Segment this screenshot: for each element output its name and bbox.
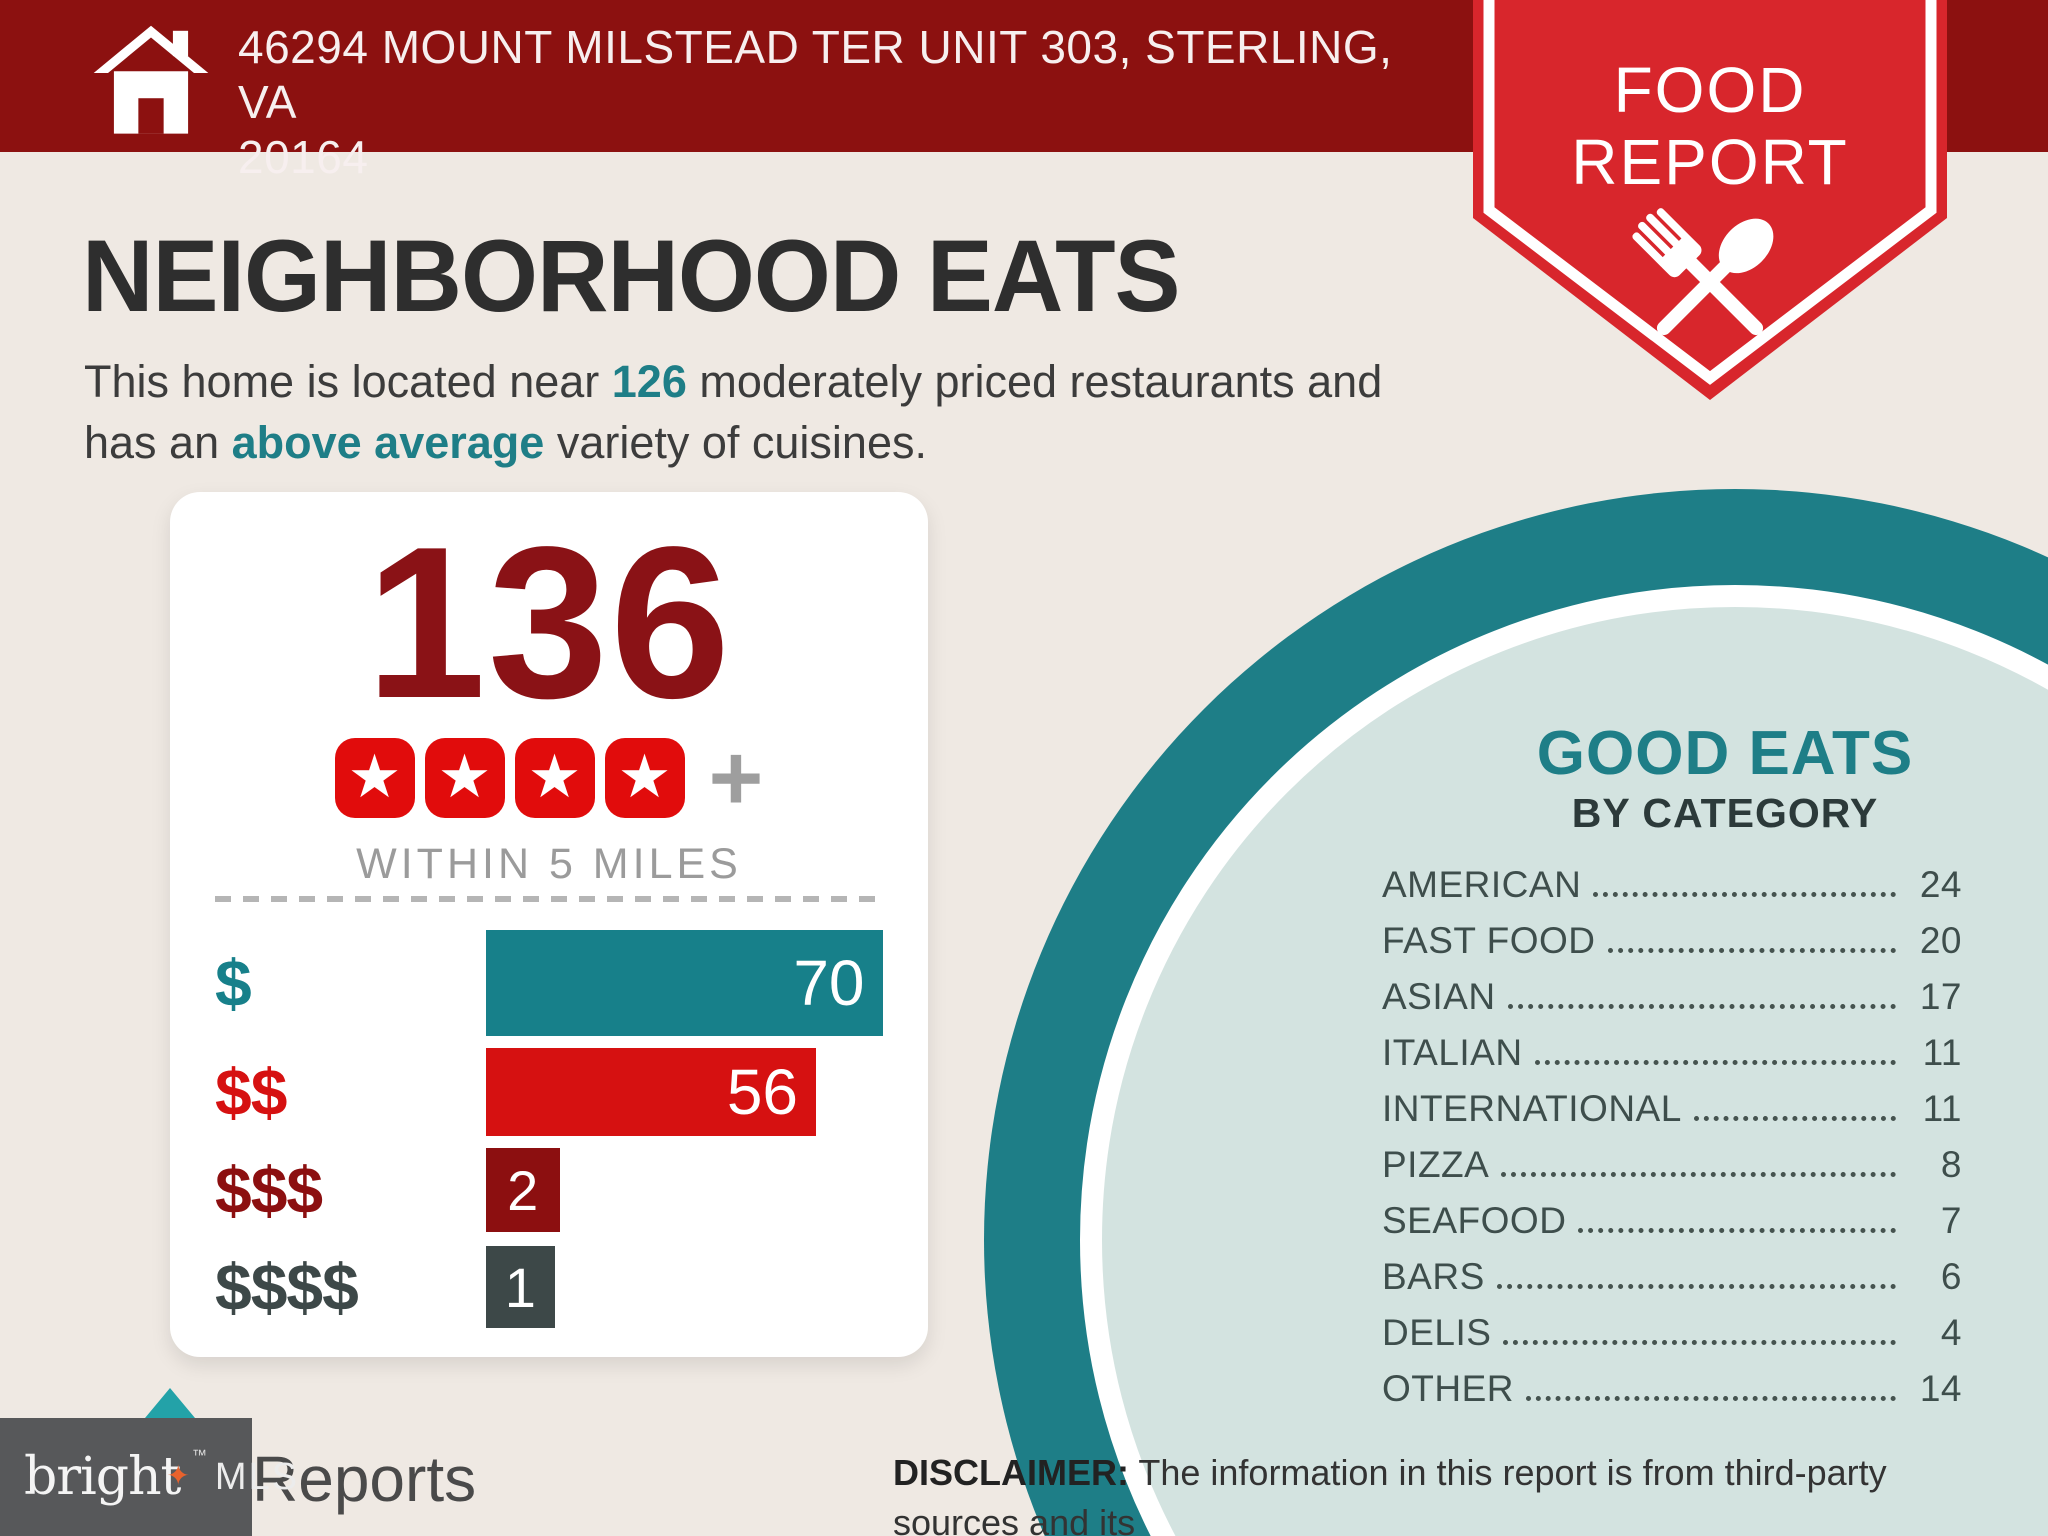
category-label: SEAFOOD: [1382, 1200, 1567, 1241]
category-value: 24: [1919, 864, 1962, 905]
radius-label: WITHIN 5 MILES: [356, 840, 742, 888]
category-label: FAST FOOD: [1382, 920, 1596, 961]
restaurant-count-highlight: 126: [611, 356, 687, 407]
category-value: 14: [1919, 1368, 1962, 1409]
category-label: PIZZA: [1382, 1144, 1490, 1185]
category-value: 11: [1922, 1088, 1962, 1129]
intro-line-1: This home is located near 126 moderately…: [84, 352, 1444, 413]
list-item: AMERICAN 24: [1382, 864, 1962, 920]
bar-row: $$$$ 1: [215, 1246, 885, 1328]
price-tier-label: $$$: [215, 1153, 323, 1227]
disclaimer-line-1: The information in this report is from t…: [893, 1452, 1887, 1536]
plus-icon: +: [708, 725, 764, 830]
bar-value: 56: [726, 1056, 798, 1128]
food-report-badge: FOOD REPORT: [1473, 0, 1947, 400]
category-value: 6: [1940, 1256, 1962, 1297]
star-rating: ★ ★ ★ ★ +: [170, 725, 928, 830]
list-item: ITALIAN 11: [1382, 1032, 1962, 1088]
trademark-symbol: ™: [191, 1446, 207, 1464]
bar-value: 2: [507, 1158, 539, 1222]
list-item: FAST FOOD 20: [1382, 920, 1962, 976]
list-item: DELIS 4: [1382, 1312, 1962, 1368]
dotted-leader: [1578, 1228, 1896, 1233]
address-line-2: 20164: [238, 131, 369, 184]
badge-line-1: FOOD: [1614, 54, 1807, 126]
bar: 70: [486, 930, 883, 1036]
intro-text: This home is located near 126 moderately…: [84, 352, 1444, 474]
address-line-1: 46294 MOUNT MILSTEAD TER UNIT 303, STERL…: [238, 21, 1393, 129]
dotted-leader: [1507, 1004, 1896, 1009]
dotted-leader: [1607, 948, 1896, 953]
page-title: NEIGHBORHOOD EATS: [82, 219, 1181, 333]
category-value: 17: [1919, 976, 1962, 1017]
list-item: INTERNATIONAL 11: [1382, 1088, 1962, 1144]
category-label: BARS: [1382, 1256, 1485, 1297]
star-icon: ★: [334, 738, 415, 818]
category-value: 20: [1919, 920, 1962, 961]
disclaimer-label: DISCLAIMER:: [893, 1452, 1129, 1493]
restaurant-summary-card: 136 ★ ★ ★ ★ + WITHIN 5 MILES $ 70 $$ 56 …: [170, 492, 928, 1357]
good-eats-subtitle: BY CATEGORY: [1571, 790, 1879, 836]
dotted-leader: [1593, 892, 1896, 897]
category-label: DELIS: [1382, 1312, 1492, 1353]
spoon-fork-icon: [1632, 208, 1774, 336]
reports-logo-text: Reports: [252, 1443, 477, 1515]
category-label: ASIAN: [1382, 976, 1496, 1017]
list-item: PIZZA 8: [1382, 1144, 1962, 1200]
price-tier-label: $$$$: [215, 1250, 359, 1324]
badge-line-2: REPORT: [1571, 126, 1849, 198]
price-tier-bar-chart: $ 70 $$ 56 $$$ 2 $$$$ 1: [215, 930, 885, 1328]
bar: 2: [486, 1148, 560, 1232]
mls-wordmark: MLS: [214, 1455, 300, 1498]
dotted-leader: [1693, 1116, 1896, 1121]
intro-text-segment: has an: [84, 416, 232, 468]
price-tier-label: $: [215, 946, 252, 1020]
category-value: 11: [1922, 1032, 1962, 1073]
bar-value: 70: [793, 947, 865, 1019]
category-value: 4: [1940, 1312, 1962, 1353]
category-label: ITALIAN: [1382, 1032, 1523, 1073]
bar-row: $$$ 2: [215, 1148, 885, 1232]
bright-mls-wordmark: bright: [24, 1447, 181, 1507]
bar-row: $$ 56: [215, 1048, 885, 1136]
dotted-leader: [1496, 1284, 1896, 1289]
list-item: SEAFOOD 7: [1382, 1200, 1962, 1256]
dotted-leader: [1503, 1340, 1896, 1345]
dotted-leader: [1501, 1172, 1896, 1177]
star-icon: ★: [514, 738, 595, 818]
list-item: ASIAN 17: [1382, 976, 1962, 1032]
bar-row: $ 70: [215, 930, 885, 1036]
dotted-leader: [1526, 1396, 1896, 1401]
bright-mls-watermark: bright ✦ ™ MLS: [0, 1418, 297, 1536]
variety-highlight: above average: [231, 416, 545, 468]
bar: 56: [486, 1048, 816, 1136]
intro-text-segment: This home is located near: [84, 356, 612, 407]
property-address: 46294 MOUNT MILSTEAD TER UNIT 303, STERL…: [238, 20, 1418, 186]
dashed-divider: [215, 896, 883, 902]
sparkle-icon: ✦: [166, 1459, 190, 1491]
star-icon: ★: [604, 738, 685, 818]
intro-line-2: has an above average variety of cuisines…: [84, 413, 1444, 474]
good-eats-title: GOOD EATS: [1536, 719, 1914, 788]
disclaimer: DISCLAIMER: The information in this repo…: [893, 1448, 2013, 1536]
category-label: AMERICAN: [1382, 864, 1582, 905]
category-value: 8: [1940, 1144, 1962, 1185]
bar: 1: [486, 1246, 555, 1328]
good-eats-category-list: AMERICAN 24 FAST FOOD 20 ASIAN 17 ITALIAN 11…: [1382, 864, 1962, 1424]
intro-text-segment: variety of cuisines.: [544, 416, 927, 468]
bar-value: 1: [504, 1255, 536, 1319]
intro-text-segment: moderately priced restaurants and: [686, 356, 1383, 407]
category-label: OTHER: [1382, 1368, 1514, 1409]
price-tier-label: $$: [215, 1055, 287, 1129]
list-item: OTHER 14: [1382, 1368, 1962, 1424]
restaurant-count: 136: [365, 501, 733, 743]
category-label: INTERNATIONAL: [1382, 1088, 1682, 1129]
dotted-leader: [1534, 1060, 1896, 1065]
list-item: BARS 6: [1382, 1256, 1962, 1312]
category-value: 7: [1940, 1200, 1962, 1241]
home-icon: [93, 25, 209, 134]
star-icon: ★: [424, 738, 505, 818]
